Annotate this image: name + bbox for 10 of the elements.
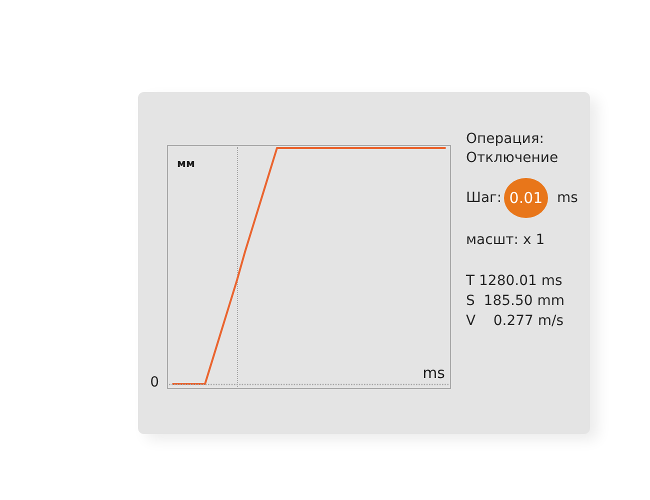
text: Операция:: [466, 131, 544, 147]
y-axis-title: мм: [177, 157, 195, 170]
text: масшт: x 1: [466, 232, 545, 248]
text: Шаг: 0.01 ms: [466, 189, 578, 207]
text: V 0.277 m/s: [466, 313, 564, 329]
text: 0: [150, 374, 159, 391]
text: Отключение: [466, 150, 558, 166]
text: S 185.50 mm: [466, 293, 564, 309]
text: T 1280.01 ms: [466, 273, 562, 289]
x-axis-title: ms: [422, 364, 445, 382]
